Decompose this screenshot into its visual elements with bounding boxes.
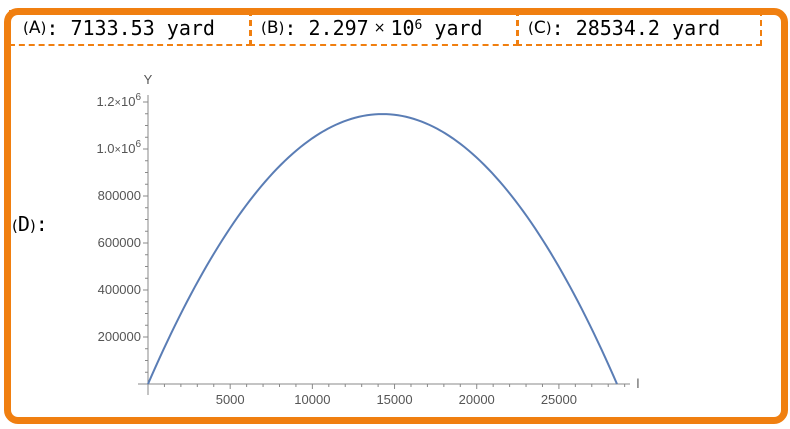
trajectory-line	[147, 113, 618, 385]
y-tick-label: 600000	[98, 235, 141, 250]
x-tick-label: 15000	[376, 392, 412, 407]
x-axis-label: l	[637, 376, 640, 391]
answer-b: (B) : 2.297 × 10 6 yard	[249, 10, 519, 46]
y-tick-label: 1.2×106	[96, 92, 141, 109]
x-tick-label: 20000	[459, 392, 495, 407]
answer-b-label: (B)	[261, 18, 285, 38]
answer-b-unit: yard	[434, 16, 483, 40]
answer-c-unit: yard	[672, 16, 721, 40]
plot-label: (D):	[12, 212, 48, 236]
answer-a: (A) : 7133.53 yard	[9, 10, 252, 46]
x-tick-label: 5000	[216, 392, 245, 407]
y-axis-label: Y	[144, 72, 153, 87]
answer-b-exponent: 6	[414, 17, 423, 33]
answer-a-value: 7133.53	[70, 16, 155, 40]
x-tick-label: 10000	[294, 392, 330, 407]
answer-c-label: (C)	[528, 18, 552, 38]
y-tick-label: 400000	[98, 282, 141, 297]
answer-b-times: ×	[373, 20, 386, 36]
y-tick-label: 200000	[98, 329, 141, 344]
x-tick-label: 25000	[541, 392, 577, 407]
answer-c: (C) : 28534.2 yard	[516, 10, 762, 46]
answer-a-label: (A)	[23, 18, 47, 38]
answer-a-unit: yard	[166, 16, 215, 40]
y-tick-label: 800000	[98, 188, 141, 203]
answer-b-mantissa: 2.297	[308, 16, 369, 40]
answer-c-value: 28534.2	[575, 16, 660, 40]
answer-b-base: 10	[390, 16, 415, 40]
y-tick-label: 1.0×106	[96, 139, 141, 156]
